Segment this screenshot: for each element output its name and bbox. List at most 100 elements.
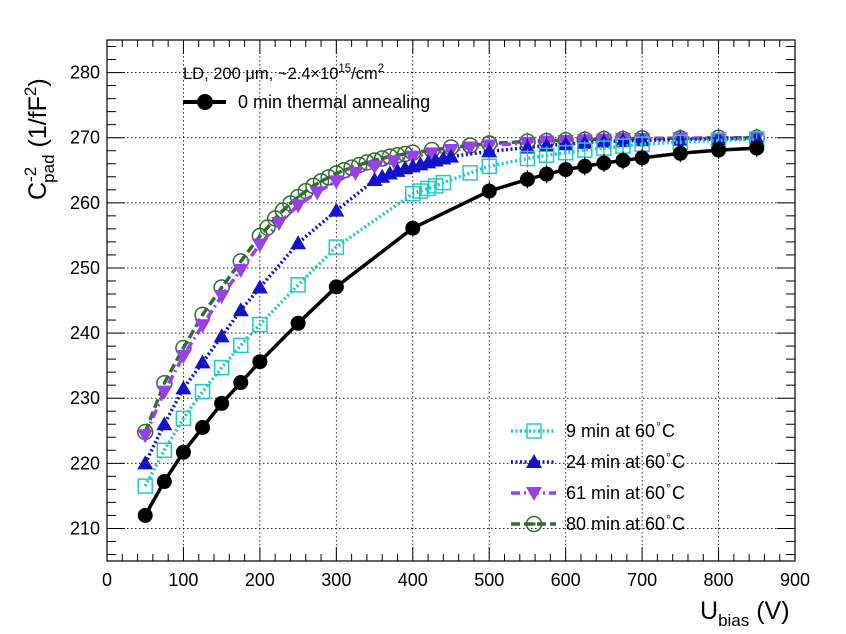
data-point [462,165,478,181]
data-point [366,160,383,175]
plot-frame [106,39,796,562]
data-point [175,444,191,460]
marker-dot [532,522,536,526]
marker-dot [220,285,224,290]
data-point [558,162,574,178]
data-point [233,375,249,391]
legend-entry-3: 61 min at 60∘C [511,480,685,503]
marker-dot [281,209,285,213]
legend-degree-symbol: ∘ [665,449,672,461]
data-point [290,235,307,250]
legend-marker [526,454,542,468]
data-point [481,143,498,158]
legend-entry-1: 9 min at 60∘C [511,418,675,441]
data-point [251,238,268,253]
legend-label-text: 9 min at 60 [566,421,655,441]
data-point [233,337,249,354]
data-point [749,140,765,156]
legend-top-marker [197,94,213,110]
data-point [290,277,306,293]
series-1 [137,129,765,494]
data-point [213,359,230,376]
data-point [519,171,535,187]
legend-degree-symbol: ∘ [655,418,662,430]
data-point [443,148,459,163]
data-point [175,380,192,395]
data-point [539,166,555,182]
legend-unit: C [662,421,675,441]
data-point [557,136,574,151]
data-point [615,152,631,168]
data-point [232,263,249,278]
data-point [634,150,650,166]
data-point [156,474,172,490]
data-point [519,150,536,167]
data-point [577,158,593,174]
x-tick-label: 200 [245,570,275,590]
marker-dot [162,381,166,385]
legend-marker [525,515,543,533]
data-point [213,289,230,304]
legend-unit: C [672,483,685,503]
data-point [156,442,173,459]
axis-ticks: 0 100 200 300 400 500 600 700 800 900 210 220 230 240… [70,40,810,590]
y-tick-label: 250 [70,258,100,278]
data-point [328,202,345,217]
x-tick-label: 0 [102,570,112,590]
legend-entry-4: 80 min at 60∘C [511,511,685,534]
y-tick-label: 260 [70,193,100,213]
data-point [481,158,497,175]
marker-dot [288,201,293,206]
y-tick-label: 230 [70,388,100,408]
x-tick-label: 100 [168,570,198,590]
x-tick-label: 800 [704,570,734,590]
marker-dot [265,225,270,230]
data-point [251,279,268,294]
annotation-text: LD, 200 μm, ~2.4×1015/cm2 [183,63,384,83]
series-layer [136,128,766,523]
data-point [711,142,727,158]
data-point [577,142,593,158]
data-point [328,279,344,295]
data-point [309,186,326,201]
data-point [328,239,345,255]
data-point [290,315,306,331]
data-point [175,410,192,427]
marker-dot [258,234,262,238]
data-point [137,507,153,523]
data-point [404,150,421,165]
x-tick-label: 500 [474,570,504,590]
series-2 [137,129,765,470]
legend-top-label: 0 min thermal annealing [238,92,430,112]
legend-label: 80 min at 60∘C [566,511,685,534]
data-point [252,354,268,370]
legend-label-text: 24 min at 60 [566,452,665,472]
data-point [213,328,230,343]
data-point [538,147,555,164]
legend-entry-2: 24 min at 60∘C [511,449,685,472]
data-point [271,217,287,232]
legend-degree-symbol: ∘ [665,480,672,492]
y-tick-label: 210 [70,518,100,538]
y-axis-label: C-2pad (1/fF2) [21,78,58,200]
data-point [596,155,612,171]
marker-dot [296,195,300,199]
data-point [557,144,574,161]
data-point [194,354,211,369]
data-point [290,199,307,214]
data-point [137,429,154,444]
y-tick-label: 220 [70,453,100,473]
data-point [156,385,173,400]
x-tick-label: 400 [398,570,428,590]
marker-dot [239,259,243,264]
data-point [156,416,173,431]
x-tick-label: 600 [551,570,581,590]
data-point [462,141,479,156]
marker-dot [181,346,186,350]
x-axis-label: Ubias (V) [700,597,790,630]
data-point [385,155,402,170]
x-tick-label: 300 [321,570,351,590]
data-point [195,419,211,435]
legend-label-text: 80 min at 60 [566,514,665,534]
